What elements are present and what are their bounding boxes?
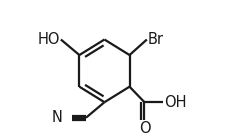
Text: N: N <box>52 110 63 125</box>
Text: HO: HO <box>37 32 60 47</box>
Text: OH: OH <box>164 95 187 110</box>
Text: O: O <box>139 121 150 136</box>
Text: Br: Br <box>148 32 164 47</box>
